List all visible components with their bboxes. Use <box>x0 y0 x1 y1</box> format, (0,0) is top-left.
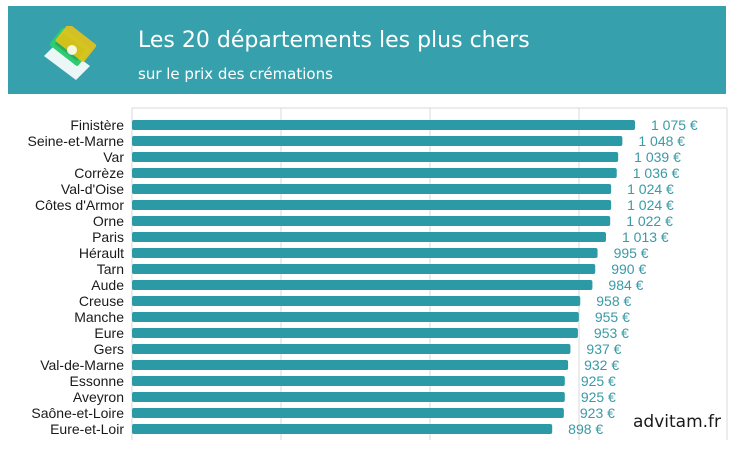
bar <box>132 328 578 338</box>
bar <box>132 136 623 146</box>
category-label: Côtes d'Armor <box>35 197 124 213</box>
bar <box>132 360 569 370</box>
header-banner: Les 20 départements les plus chers sur l… <box>8 6 726 94</box>
bar <box>132 424 553 434</box>
bar <box>132 184 612 194</box>
bar <box>132 312 579 322</box>
chart-title: Les 20 départements les plus chers <box>138 28 530 53</box>
bar <box>132 392 565 402</box>
bar <box>132 232 606 242</box>
category-label: Val-d'Oise <box>61 181 124 197</box>
category-label: Eure <box>94 325 124 341</box>
value-label: 1 013 € <box>622 229 669 245</box>
value-label: 958 € <box>596 293 631 309</box>
category-label: Aveyron <box>73 389 124 405</box>
category-label: Gers <box>94 341 124 357</box>
value-label: 1 075 € <box>651 117 698 133</box>
bar <box>132 280 593 290</box>
value-label: 925 € <box>581 373 616 389</box>
value-label: 1 039 € <box>634 149 681 165</box>
bar <box>132 408 564 418</box>
value-label: 898 € <box>568 421 603 437</box>
category-label: Eure-et-Loir <box>50 421 124 437</box>
category-label: Paris <box>92 229 124 245</box>
bar <box>132 344 571 354</box>
bar <box>132 168 617 178</box>
bar <box>132 152 619 162</box>
value-label: 955 € <box>595 309 630 325</box>
brand-watermark: advitam.fr <box>633 412 722 432</box>
category-label: Finistère <box>70 117 124 133</box>
value-label: 1 024 € <box>627 197 674 213</box>
category-label: Corrèze <box>74 165 124 181</box>
value-label: 995 € <box>614 245 649 261</box>
category-label: Seine-et-Marne <box>28 133 125 149</box>
bar <box>132 200 612 210</box>
value-label: 1 036 € <box>633 165 680 181</box>
value-label: 932 € <box>584 357 619 373</box>
category-label: Manche <box>74 309 124 325</box>
bar <box>132 216 611 226</box>
value-label: 925 € <box>581 389 616 405</box>
value-label: 984 € <box>608 277 643 293</box>
value-label: 953 € <box>594 325 629 341</box>
chart-subtitle: sur le prix des crémations <box>138 65 333 83</box>
value-label: 937 € <box>586 341 621 357</box>
value-label: 1 022 € <box>626 213 673 229</box>
category-label: Saône-et-Loire <box>31 405 124 421</box>
category-label: Var <box>103 149 124 165</box>
bar <box>132 376 565 386</box>
bar <box>132 248 598 258</box>
category-label: Essonne <box>70 373 125 389</box>
value-label: 1 024 € <box>627 181 674 197</box>
value-label: 923 € <box>580 405 615 421</box>
value-label: 990 € <box>611 261 646 277</box>
money-banknote-icon <box>44 26 97 80</box>
category-label: Creuse <box>79 293 124 309</box>
category-label: Tarn <box>97 261 124 277</box>
value-label: 1 048 € <box>638 133 685 149</box>
category-label: Aude <box>91 277 124 293</box>
bar <box>132 264 596 274</box>
bar <box>132 120 635 130</box>
category-label: Orne <box>93 213 124 229</box>
bar <box>132 296 581 306</box>
category-label: Hérault <box>79 245 124 261</box>
category-label: Val-de-Marne <box>40 357 124 373</box>
